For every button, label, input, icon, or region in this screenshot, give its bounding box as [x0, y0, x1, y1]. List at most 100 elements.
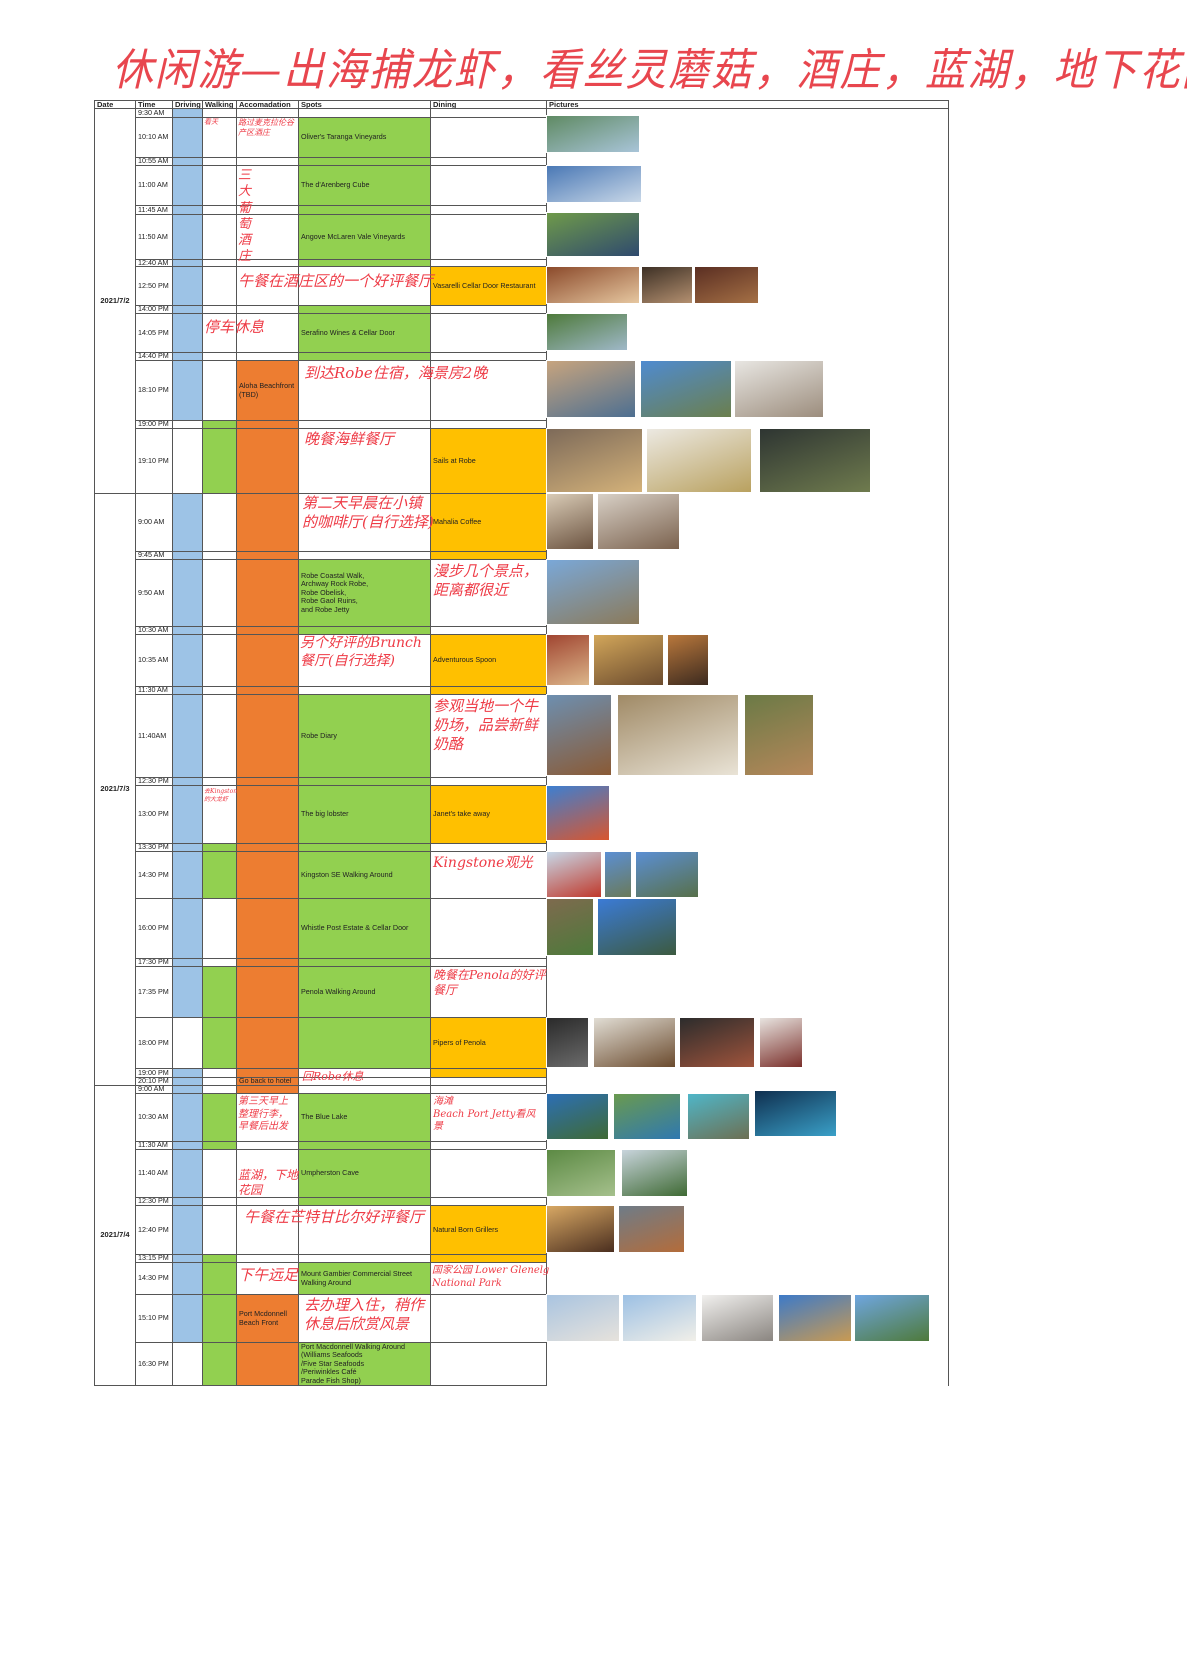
photo: [546, 694, 612, 776]
photo: [641, 266, 693, 304]
time-cell: 11:00 AM: [135, 165, 173, 206]
dining-cell: Adventurous Spoon: [430, 634, 547, 687]
handwritten-title: 休闲游—出海捕龙虾，看丝灵蘑菇，酒庄，蓝湖，地下花园: [112, 45, 1187, 96]
dining-cell: [430, 214, 547, 260]
time-cell: 10:30 AM: [135, 1093, 173, 1142]
photo: [621, 1149, 688, 1197]
time-cell: 12:50 PM: [135, 266, 173, 306]
driving-cell: [172, 1093, 203, 1142]
photo: [694, 266, 759, 304]
spot-cell: Serafino Wines & Cellar Door: [298, 313, 431, 353]
handwritten-note: 看天: [204, 118, 218, 126]
photo: [754, 1090, 837, 1137]
handwritten-note: 去Kingston 的大龙虾: [204, 788, 238, 803]
handwritten-note: 晚餐海鲜餐厅: [304, 430, 395, 448]
walking-cell: [202, 1017, 237, 1069]
time-cell: 18:00 PM: [135, 1017, 173, 1069]
handwritten-note: 停车休息: [204, 318, 265, 336]
spot-cell: Kingston SE Walking Around: [298, 851, 431, 899]
dining-cell: [430, 165, 547, 206]
driving-cell: [172, 1294, 203, 1343]
driving-cell: [172, 1149, 203, 1198]
driving-cell: [172, 360, 203, 421]
accommodation-cell: [236, 694, 299, 778]
time-cell: 16:00 PM: [135, 898, 173, 959]
photo: [635, 851, 699, 898]
walking-cell: [202, 360, 237, 421]
photo: [546, 266, 640, 304]
photo: [778, 1294, 852, 1342]
walking-cell: [202, 493, 237, 552]
walking-cell: [202, 966, 237, 1018]
photo: [597, 898, 677, 956]
handwritten-note: 回Robe休息: [302, 1070, 364, 1083]
driving-cell: [172, 117, 203, 158]
walking-cell: [202, 634, 237, 687]
photo: [759, 428, 871, 493]
accommodation-cell: [236, 1342, 299, 1386]
walking-cell: [202, 1205, 237, 1255]
photo: [617, 694, 739, 776]
date-cell: 2021/7/2: [94, 108, 136, 494]
time-cell: 13:00 PM: [135, 785, 173, 844]
spot-cell: Penola Walking Around: [298, 966, 431, 1018]
time-cell: 18:10 PM: [135, 360, 173, 421]
photo: [734, 360, 824, 418]
photo: [679, 1017, 755, 1068]
dining-cell: Vasarelli Cellar Door Restaurant: [430, 266, 547, 306]
photo: [546, 898, 594, 956]
spot-cell: Whistle Post Estate & Cellar Door: [298, 898, 431, 959]
photo: [546, 785, 610, 841]
handwritten-note: 海滩 Beach Port Jetty看风 景: [433, 1096, 536, 1132]
handwritten-note: 三 大 葡 萄 酒 庄: [238, 168, 252, 265]
photo: [546, 634, 590, 686]
driving-cell: [172, 898, 203, 959]
photo: [546, 1205, 615, 1253]
photo: [546, 1294, 620, 1342]
handwritten-note: 第二天早晨在小镇 的咖啡厅(自行选择): [302, 494, 434, 531]
accommodation-cell: [236, 428, 299, 494]
time-cell: 14:30 PM: [135, 1262, 173, 1295]
photo: [546, 165, 642, 203]
handwritten-note: 国家公园 Lower Glenelg National Park: [432, 1265, 550, 1289]
walking-cell: [202, 266, 237, 306]
photo: [546, 212, 640, 257]
driving-cell: [172, 966, 203, 1018]
time-cell: 10:10 AM: [135, 117, 173, 158]
photo: [646, 428, 752, 493]
photo: [640, 360, 732, 418]
handwritten-note: 晚餐在Penola的好评 餐厅: [433, 968, 546, 997]
photo: [546, 559, 640, 625]
time-cell: 10:35 AM: [135, 634, 173, 687]
accommodation-cell: [236, 966, 299, 1018]
walking-cell: [202, 694, 237, 778]
dining-cell: [430, 1342, 547, 1386]
handwritten-note: 另个好评的Brunch 餐厅(自行选择): [300, 635, 422, 669]
handwritten-note: 午餐在芒特甘比尔好评餐厅: [244, 1208, 425, 1226]
time-cell: 11:40 AM: [135, 1149, 173, 1198]
handwritten-note: 去办理入住，稍作 休息后欣赏风景: [304, 1296, 425, 1333]
accommodation-cell: [236, 851, 299, 899]
photo: [546, 1017, 589, 1068]
photo: [701, 1294, 774, 1342]
driving-cell: [172, 428, 203, 494]
photo: [546, 493, 594, 550]
spot-cell: The big lobster: [298, 785, 431, 844]
time-cell: 11:50 AM: [135, 214, 173, 260]
walking-cell: [202, 214, 237, 260]
time-cell: 17:35 PM: [135, 966, 173, 1018]
time-cell: 9:50 AM: [135, 559, 173, 627]
handwritten-note: 第三天早上 整理行李， 早餐后出发: [238, 1096, 288, 1132]
walking-cell: [202, 1149, 237, 1198]
handwritten-note: 参观当地一个牛 奶场，品尝新鲜 奶酪: [433, 697, 539, 753]
photo: [744, 694, 814, 776]
handwritten-note: 到达Robe住宿，海景房2晚: [304, 364, 488, 382]
dining-cell: [430, 1294, 547, 1343]
walking-cell: [202, 165, 237, 206]
dining-cell: Pipers of Penola: [430, 1017, 547, 1069]
spot-cell: The d'Arenberg Cube: [298, 165, 431, 206]
time-cell: 9:00 AM: [135, 493, 173, 552]
walking-cell: [202, 1093, 237, 1142]
column-header-pictures: Pictures: [546, 100, 949, 109]
accommodation-cell: [236, 634, 299, 687]
